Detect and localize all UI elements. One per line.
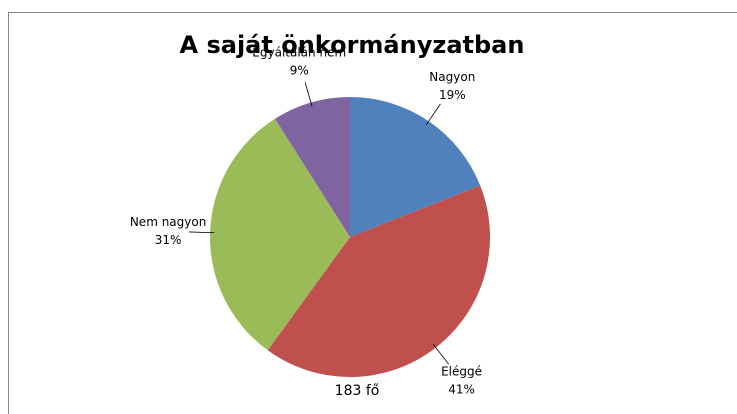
slice-value-label: 41%	[448, 382, 475, 396]
pie-slice	[350, 97, 481, 237]
pie-slice	[267, 185, 490, 377]
leader-line	[426, 103, 441, 125]
chart-title: A saját önkormányzatban	[180, 31, 525, 59]
slice-label: Nagyon	[429, 70, 475, 84]
slice-value-label: 9%	[290, 64, 309, 78]
slice-label: Nem nagyon	[130, 215, 207, 229]
slice-label: Eléggé	[441, 364, 482, 378]
annotation: 183 fő	[335, 383, 380, 399]
pie-slice	[209, 118, 350, 351]
leader-line	[304, 82, 313, 107]
leader-line	[189, 231, 215, 234]
slice-value-label: 19%	[439, 88, 466, 102]
pie-slice	[274, 97, 350, 237]
slice-value-label: 31%	[155, 233, 182, 247]
leader-line	[432, 344, 449, 365]
slice-label: Egyáltalán nem	[252, 46, 346, 60]
